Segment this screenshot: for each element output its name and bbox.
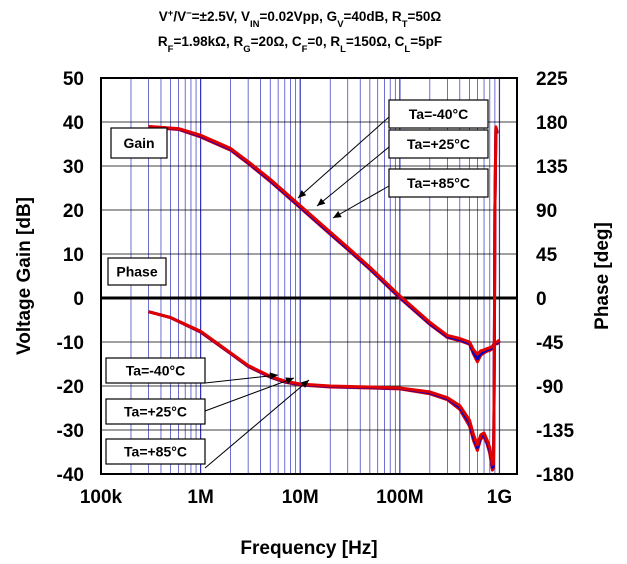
y-tick-label: -30: [57, 421, 84, 442]
gain-leader-p25: [316, 146, 390, 207]
phase-callout-p85: Ta=+85°C: [124, 444, 187, 460]
x-axis-label: Frequency [Hz]: [240, 538, 377, 559]
phase-callout-m40: Ta=-40°C: [126, 363, 185, 379]
y-tick-label: 30: [63, 157, 84, 178]
x-tick-label: 1G: [487, 487, 512, 508]
y-axis-label: Voltage Gain [dB]: [14, 197, 35, 355]
phase-leader-p25-arrowhead: [285, 377, 294, 385]
title-part-3: G: [243, 44, 250, 55]
title-part-6: =0, R: [307, 34, 340, 49]
phase-leader-p25: [204, 377, 295, 412]
left-axis-ticks: -40 -30 -20 -10 0 10 20 30 40 50: [57, 69, 84, 486]
title-part-7: V: [337, 19, 344, 30]
x-tick-label: 10M: [282, 487, 319, 508]
y2-tick-label: -180: [536, 465, 574, 486]
data-series: [148, 124, 501, 472]
gain-leader-p25-arrowhead: [317, 198, 326, 206]
right-axis-ticks: -180 -135 -90 -45 0 45 90 135 180 225: [536, 69, 574, 486]
title-part-10: =50Ω: [408, 9, 442, 24]
title-part-0: V: [159, 9, 168, 24]
y-tick-label: -40: [57, 465, 84, 486]
y2-tick-label: 90: [536, 201, 557, 222]
title-part-6: =0.02Vpp, G: [260, 9, 338, 24]
y2-tick-label: 135: [536, 157, 568, 178]
phase-leader-p85-arrowhead: [300, 380, 309, 388]
gain-leader-p85: [332, 185, 390, 219]
y-tick-label: -20: [57, 377, 84, 398]
y2-tick-label: 45: [536, 245, 558, 266]
title-part-10: =5pF: [410, 34, 442, 49]
phase-callout-p85-box: [105, 438, 206, 465]
y-tick-label: 10: [63, 245, 84, 266]
phase-leader-p85: [204, 379, 310, 469]
y2-tick-label: -90: [536, 377, 563, 398]
phase-callout-p25: Ta=+25°C: [124, 404, 187, 420]
y-tick-label: 40: [63, 113, 84, 134]
x-axis-ticks: 100k 1M 10M 100M 1G: [80, 487, 512, 508]
y2-tick-label: 225: [536, 69, 568, 90]
plot-area-frame: [100, 77, 518, 475]
title-part-5: IN: [250, 19, 260, 30]
y2-axis-label: Phase [deg]: [592, 222, 613, 330]
gain-callout-p85-box: [388, 168, 489, 198]
y-tick-label: -10: [57, 333, 84, 354]
annotations: Gain Phase Ta=-40°C Ta=+25°C Ta=+85°C Ta=-40°…: [105, 99, 489, 469]
y2-tick-label: -135: [536, 421, 574, 442]
phase-callout-m40-box: [105, 357, 206, 384]
title-part-3: −: [186, 8, 192, 19]
title-part-1: +: [168, 8, 174, 19]
chart-title-line1: V+/V−=±2.5V, VIN=0.02Vpp, GV=40dB, RT=50…: [159, 8, 442, 30]
gain-callout-p25-box: [388, 129, 489, 159]
title-part-5: F: [302, 44, 308, 55]
title-part-7: L: [340, 44, 346, 55]
gain-label: Gain: [123, 135, 154, 151]
title-part-8: =150Ω, C: [346, 34, 405, 49]
phase-label-box: [107, 257, 167, 286]
title-part-9: T: [402, 19, 408, 30]
phase-leader-m40-arrowhead: [269, 372, 278, 380]
gain-series-Ta-40C: [148, 124, 501, 356]
phase-label: Phase: [116, 264, 157, 280]
y-tick-label: 0: [73, 289, 84, 310]
gain-callout-p25: Ta=+25°C: [407, 136, 470, 152]
title-part-2: /V: [173, 9, 186, 24]
title-part-2: =1.98kΩ, R: [173, 34, 243, 49]
x-tick-label: 1M: [187, 487, 213, 508]
phase-callout-p25-box: [105, 398, 206, 425]
y2-tick-label: 0: [536, 289, 547, 310]
title-part-4: =±2.5V, V: [192, 9, 250, 24]
gain-leader-p85-arrowhead: [333, 210, 342, 218]
title-part-4: =20Ω, C: [251, 34, 302, 49]
y-tick-label: 20: [63, 201, 84, 222]
gain-callout-p85: Ta=+85°C: [407, 175, 470, 191]
y-tick-label: 50: [63, 69, 84, 90]
phase-leader-m40: [204, 374, 279, 384]
y2-tick-label: 180: [536, 113, 568, 134]
x-tick-label: 100k: [80, 487, 123, 508]
x-tick-label: 100M: [376, 487, 424, 508]
gain-leader-m40: [297, 116, 390, 199]
gain-leader-m40-arrowhead: [298, 190, 307, 198]
title-part-1: F: [168, 44, 174, 55]
title-part-0: R: [158, 34, 168, 49]
phase-series-Ta-40C: [148, 125, 499, 466]
chart-title-line2: RF=1.98kΩ, RG=20Ω, CF=0, RL=150Ω, CL=5pF: [158, 34, 442, 55]
title-part-9: L: [404, 44, 410, 55]
y2-tick-label: -45: [536, 333, 564, 354]
title-part-8: =40dB, R: [344, 9, 402, 24]
gain-label-box: [110, 127, 168, 159]
gain-callout-m40: Ta=-40°C: [409, 106, 468, 122]
gain-callout-m40-box: [388, 99, 489, 129]
